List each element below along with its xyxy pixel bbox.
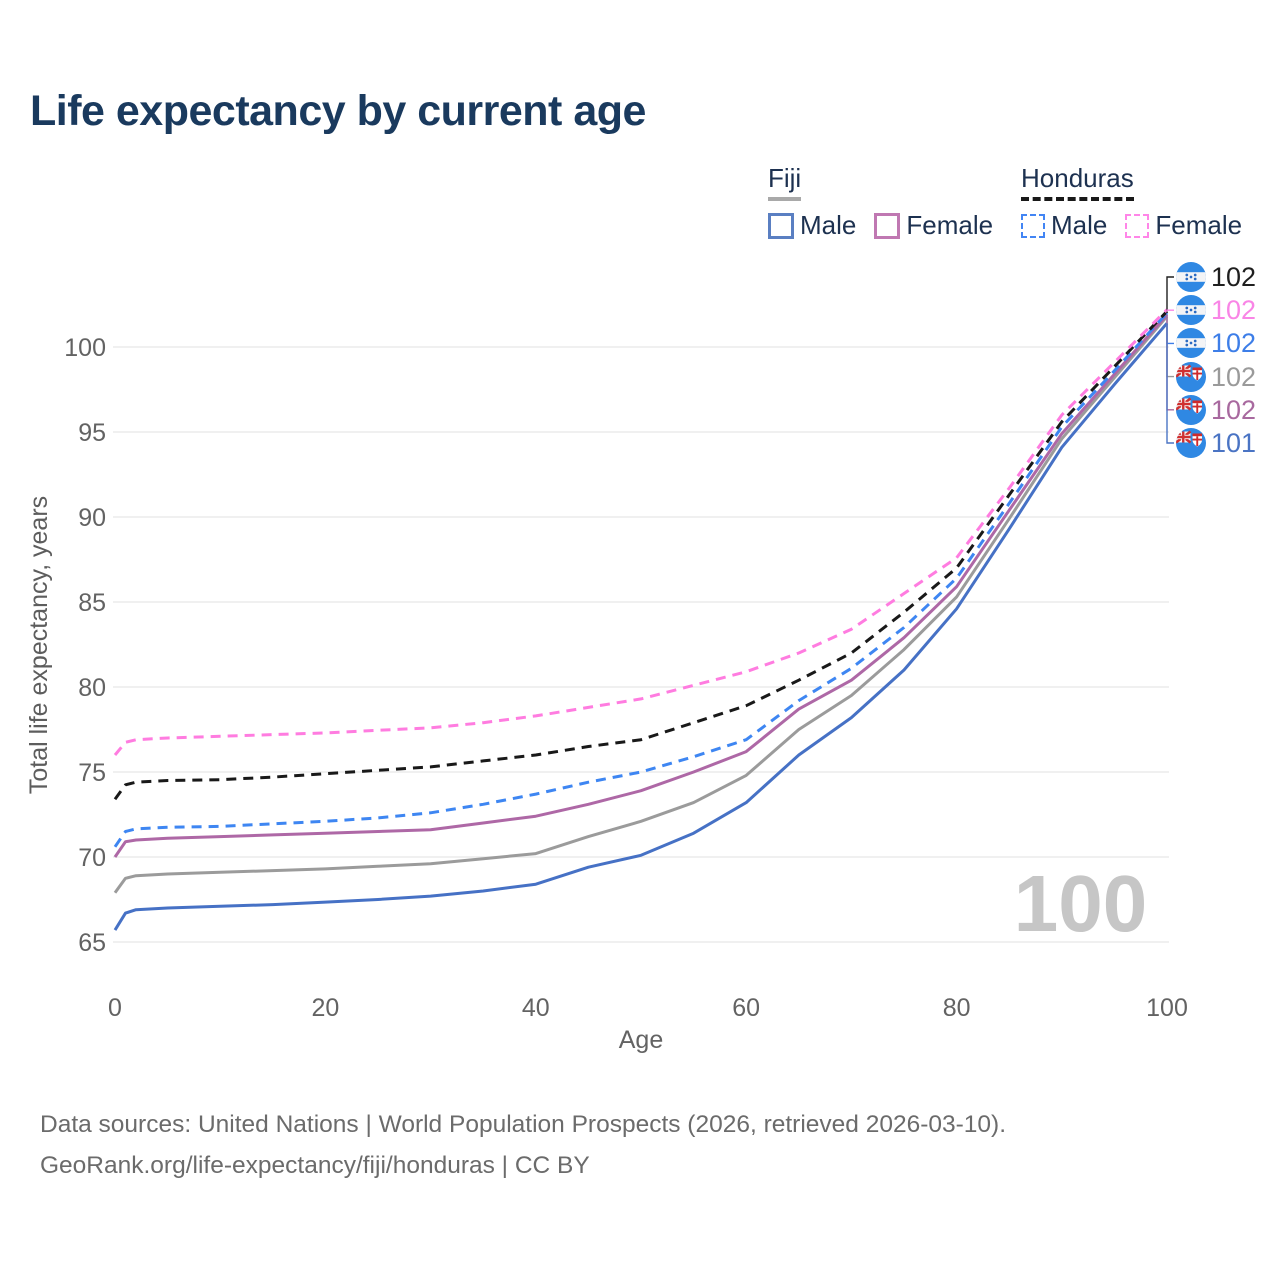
end-value-label: 102 xyxy=(1211,328,1257,358)
legend-country-honduras: Honduras xyxy=(1021,163,1134,201)
legend-items-honduras: Male Female xyxy=(1021,210,1242,241)
fiji-flag-icon xyxy=(1176,362,1206,392)
x-tick-label: 20 xyxy=(311,994,339,1022)
legend-item-fiji-female[interactable]: Female xyxy=(874,210,993,241)
end-label-row-fiji-female: 102 xyxy=(1176,395,1256,425)
label-leader-line xyxy=(1166,314,1174,411)
x-tick-label: 100 xyxy=(1146,994,1188,1022)
honduras-flag-icon xyxy=(1176,295,1206,325)
label-leader-line xyxy=(1166,309,1174,311)
y-tick-label: 65 xyxy=(78,929,106,957)
x-tick-label: 60 xyxy=(732,994,760,1022)
legend-label: Female xyxy=(1155,210,1243,240)
legend-item-fiji-male[interactable]: Male xyxy=(768,210,856,241)
end-value-label: 102 xyxy=(1211,295,1257,325)
series-line-honduras-male xyxy=(113,311,1169,848)
label-leader-line xyxy=(1166,316,1174,378)
fiji-male-swatch xyxy=(768,212,794,239)
page-title: Life expectancy by current age xyxy=(30,87,646,135)
y-tick-label: 85 xyxy=(78,589,106,617)
honduras-male-swatch xyxy=(1021,213,1045,238)
legend-group-honduras: Honduras Male Female xyxy=(1021,163,1242,241)
legend-group-fiji: Fiji Male Female xyxy=(768,163,993,241)
label-leader-line xyxy=(1166,276,1174,312)
end-label-row-honduras-female: 102 xyxy=(1176,295,1256,325)
end-value-label: 102 xyxy=(1211,362,1257,392)
end-label-row-honduras: 102 xyxy=(1176,262,1256,292)
honduras-female-swatch xyxy=(1125,213,1150,238)
end-label-row-fiji: 102 xyxy=(1176,362,1256,392)
y-tick-label: 75 xyxy=(78,759,106,787)
y-tick-label: 70 xyxy=(78,844,106,872)
footer-sources: Data sources: United Nations | World Pop… xyxy=(40,1111,1007,1138)
x-tick-label: 0 xyxy=(108,994,122,1022)
x-axis-title: Age xyxy=(619,1026,663,1054)
series-line-fiji-female xyxy=(113,313,1169,858)
y-axis-title: Total life expectancy, years xyxy=(25,496,53,794)
series-line-honduras xyxy=(113,310,1169,801)
legend-item-honduras-female[interactable]: Female xyxy=(1125,210,1242,241)
series-line-honduras-female xyxy=(113,308,1169,756)
fiji-female-swatch xyxy=(874,212,901,239)
y-tick-label: 95 xyxy=(78,419,106,447)
footer: Data sources: United Nations | World Pop… xyxy=(40,1104,1006,1186)
series-line-fiji xyxy=(113,315,1169,894)
x-tick-label: 40 xyxy=(522,994,550,1022)
end-label-row-fiji-male: 101 xyxy=(1176,428,1256,458)
y-tick-label: 90 xyxy=(78,504,106,532)
label-leader-line xyxy=(1166,313,1174,345)
end-label-row-honduras-male: 102 xyxy=(1176,328,1256,358)
y-tick-label: 100 xyxy=(64,334,106,362)
age-counter-watermark: 100 xyxy=(1013,859,1148,948)
honduras-flag-icon xyxy=(1176,262,1206,292)
label-leader-line xyxy=(1166,323,1174,444)
x-tick-label: 80 xyxy=(943,994,971,1022)
legend-label: Female xyxy=(906,210,994,240)
legend-country-fiji: Fiji xyxy=(768,163,802,201)
end-value-label: 102 xyxy=(1211,262,1257,292)
fiji-flag-icon xyxy=(1176,428,1206,458)
footer-link[interactable]: GeoRank.org/life-expectancy/fiji/hondura… xyxy=(40,1152,590,1179)
legend-item-honduras-male[interactable]: Male xyxy=(1021,210,1107,241)
end-value-label: 102 xyxy=(1211,395,1257,425)
legend-items-fiji: Male Female xyxy=(768,210,993,241)
y-tick-label: 80 xyxy=(78,674,106,702)
series-line-fiji-male xyxy=(113,322,1169,931)
fiji-flag-icon xyxy=(1176,395,1206,425)
end-value-label: 101 xyxy=(1211,428,1257,458)
legend-label: Male xyxy=(1051,210,1108,240)
honduras-flag-icon xyxy=(1176,328,1206,358)
legend-label: Male xyxy=(800,210,857,240)
